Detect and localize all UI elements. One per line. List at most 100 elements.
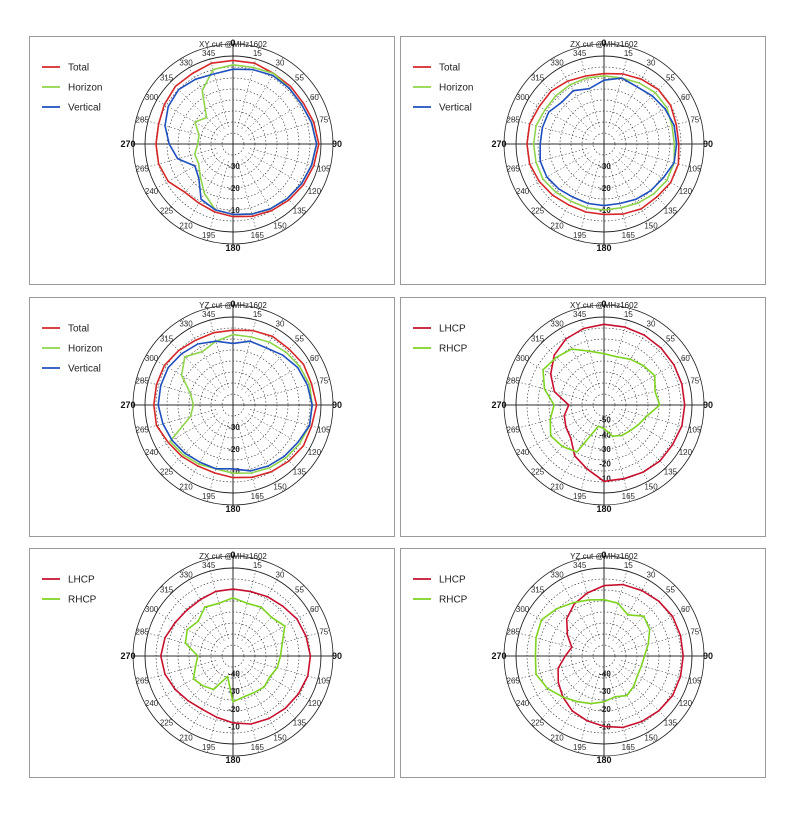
angle-tick-label: 330: [179, 59, 193, 68]
grid-spoke: [553, 569, 596, 641]
angle-tick-label: 60: [681, 354, 690, 363]
angle-tick-label: 345: [573, 310, 587, 319]
grid-spoke: [620, 117, 701, 140]
angle-tick-label: 195: [573, 492, 587, 501]
legend-label: Total: [439, 63, 460, 74]
angle-tick-label: 90: [332, 400, 342, 410]
angle-tick-label: 270: [120, 400, 135, 410]
series-line-lhcp: [160, 588, 312, 725]
angle-tick-label: 225: [160, 718, 174, 727]
angle-tick-label: 240: [516, 699, 530, 708]
radial-tick-label: -30: [599, 162, 611, 171]
angle-tick-label: 105: [317, 425, 331, 434]
angle-tick-label: 75: [690, 116, 699, 125]
angle-tick-label: 90: [703, 651, 713, 661]
grid-spoke: [612, 318, 655, 390]
angle-tick-label: 210: [550, 482, 564, 491]
angle-tick-label: 90: [703, 139, 713, 149]
legend-label: RHCP: [439, 595, 468, 606]
series-line-total: [526, 72, 680, 216]
radial-tick-label: -20: [599, 705, 611, 714]
angle-tick-label: 15: [253, 49, 262, 58]
angle-tick-label: 60: [310, 93, 319, 102]
angle-tick-label: 300: [145, 93, 159, 102]
angle-tick-label: 300: [145, 354, 159, 363]
chart-panel-zx-cut-1: ZX cut @MHz1602 0 15 30 55 60 75 90 105 120 135 150…: [400, 36, 766, 285]
angle-tick-label: 285: [507, 628, 521, 637]
angle-tick-label: 180: [225, 243, 240, 253]
polar-chart: ZX cut @MHz16020153055607590105120135150…: [42, 550, 342, 765]
series-line-rhcp: [542, 348, 661, 453]
grid-spoke: [608, 47, 631, 128]
angle-tick-label: 225: [160, 467, 174, 476]
series-line-rhcp: [534, 598, 651, 705]
angle-tick-label: 120: [308, 448, 322, 457]
grid-spoke: [612, 420, 655, 492]
grid-spoke: [608, 559, 631, 640]
angle-tick-label: 300: [516, 605, 530, 614]
legend-label: LHCP: [68, 575, 95, 586]
grid-spoke: [612, 671, 655, 743]
angle-tick-label: 15: [253, 310, 262, 319]
grid-spoke: [619, 605, 691, 648]
angle-tick-label: 240: [145, 187, 159, 196]
radial-tick-label: -10: [599, 474, 611, 483]
grid-spoke: [206, 47, 229, 128]
angle-tick-label: 150: [273, 482, 287, 491]
angle-tick-label: 345: [202, 310, 216, 319]
angle-tick-label: 195: [202, 231, 216, 240]
angle-tick-label: 55: [295, 335, 304, 344]
angle-tick-label: 210: [550, 221, 564, 230]
legend-label: Horizon: [439, 83, 473, 94]
radial-tick-label: -20: [599, 460, 611, 469]
angle-tick-label: 60: [310, 354, 319, 363]
angle-tick-label: 345: [202, 49, 216, 58]
angle-tick-label: 315: [160, 74, 174, 83]
angle-tick-label: 330: [179, 571, 193, 580]
legend-label: Vertical: [68, 364, 101, 375]
angle-tick-label: 105: [317, 164, 331, 173]
grid-spoke: [619, 93, 691, 136]
grid-spoke: [620, 378, 701, 401]
angle-tick-label: 240: [516, 187, 530, 196]
angle-tick-label: 285: [136, 377, 150, 386]
angle-tick-label: 315: [531, 586, 545, 595]
angle-tick-label: 120: [679, 448, 693, 457]
angle-tick-label: 270: [491, 139, 506, 149]
grid-spoke: [608, 672, 631, 753]
legend-label: RHCP: [68, 595, 97, 606]
grid-spoke: [182, 569, 225, 641]
radial-tick-label: -40: [599, 670, 611, 679]
angle-tick-label: 120: [679, 187, 693, 196]
angle-tick-label: 315: [160, 335, 174, 344]
angle-tick-label: 150: [644, 221, 658, 230]
angle-tick-label: 0: [601, 550, 606, 560]
angle-tick-label: 285: [136, 116, 150, 125]
angle-tick-label: 120: [679, 699, 693, 708]
grid-spoke: [553, 318, 596, 390]
angle-tick-label: 300: [145, 605, 159, 614]
legend-label: Vertical: [439, 103, 472, 114]
angle-tick-label: 265: [507, 425, 521, 434]
radial-tick-label: -40: [228, 670, 240, 679]
angle-tick-label: 0: [230, 550, 235, 560]
angle-tick-label: 210: [179, 733, 193, 742]
series-line-horizon: [532, 74, 676, 211]
angle-tick-label: 75: [690, 628, 699, 637]
angle-tick-label: 345: [573, 49, 587, 58]
angle-tick-label: 270: [120, 651, 135, 661]
angle-tick-label: 150: [644, 733, 658, 742]
series-line-horizon: [169, 333, 314, 474]
grid-spoke: [206, 160, 229, 241]
angle-tick-label: 90: [332, 651, 342, 661]
grid-spoke: [237, 421, 260, 502]
angle-tick-label: 265: [507, 164, 521, 173]
angle-tick-label: 195: [202, 743, 216, 752]
angle-tick-label: 15: [624, 561, 633, 570]
legend-label: Total: [68, 324, 89, 335]
angle-tick-label: 300: [516, 93, 530, 102]
grid-spoke: [577, 47, 600, 128]
angle-tick-label: 55: [295, 586, 304, 595]
angle-tick-label: 210: [179, 482, 193, 491]
series-line-vertical: [164, 68, 318, 216]
